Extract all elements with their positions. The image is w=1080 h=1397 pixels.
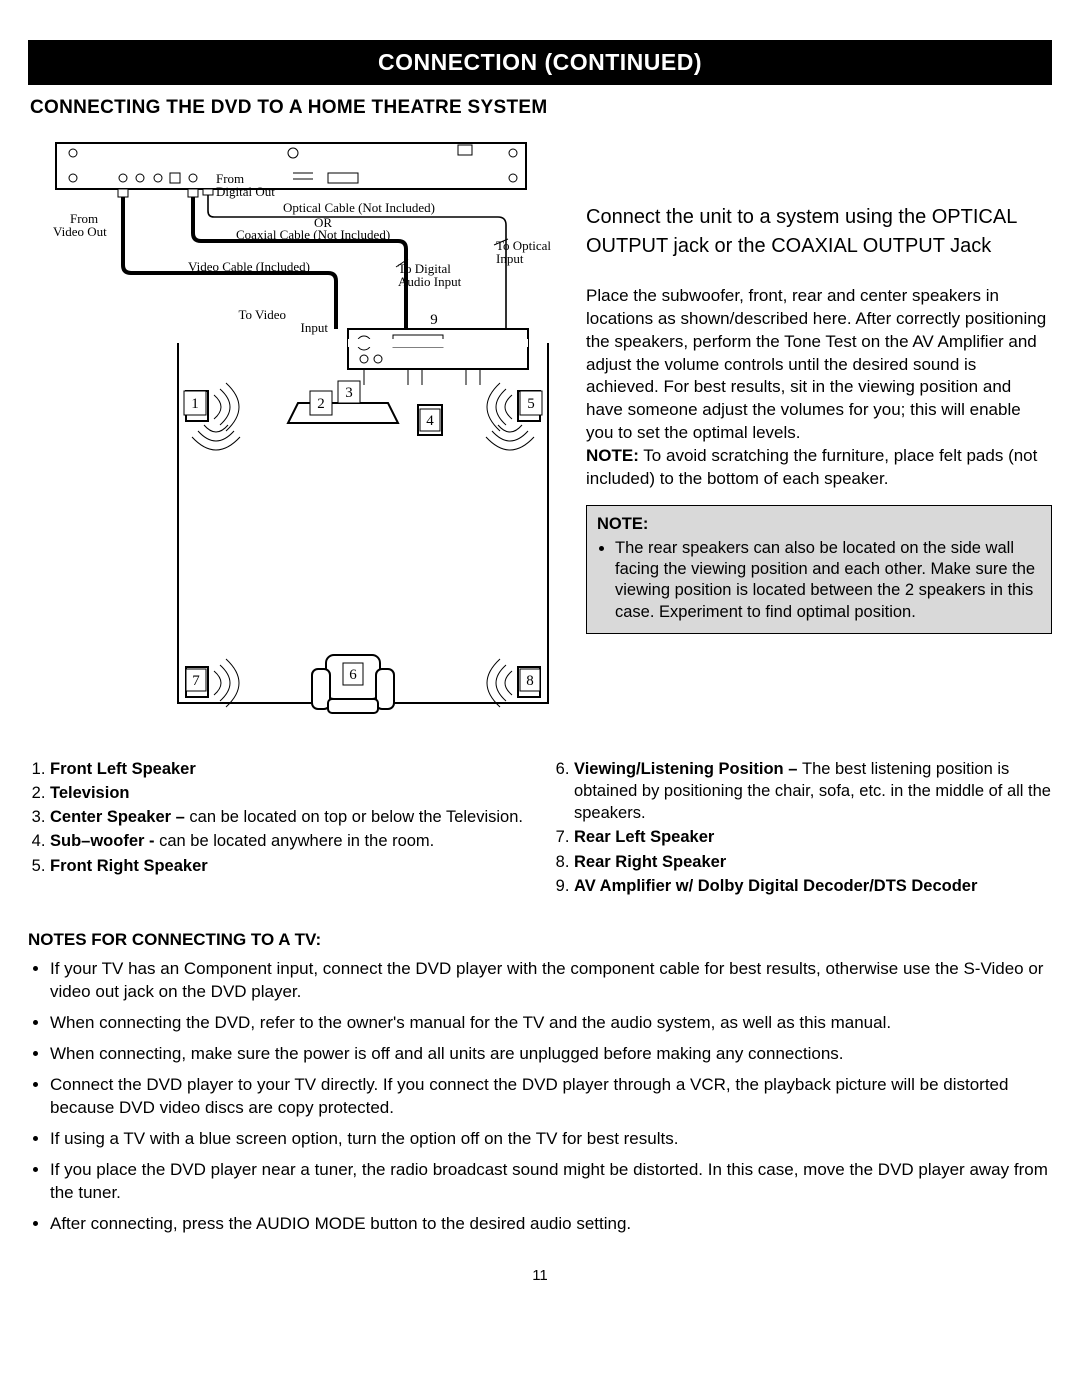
- legend-item-rest: can be located anywhere in the room.: [159, 832, 434, 850]
- placement-note-body: To avoid scratching the furniture, place…: [586, 446, 1037, 488]
- num-4: 4: [426, 413, 434, 429]
- label-to-optical-2: Input: [496, 251, 524, 266]
- intro-text: Connect the unit to a system using the O…: [586, 203, 1052, 261]
- tv-notes-list: If your TV has an Component input, conne…: [28, 958, 1052, 1235]
- label-to-video-2: Input: [301, 320, 329, 335]
- note-box-bullet: The rear speakers can also be located on…: [615, 538, 1041, 624]
- legend-item: Center Speaker – can be located on top o…: [50, 806, 528, 828]
- placement-note-label: NOTE:: [586, 446, 639, 465]
- room-outline-icon: [178, 343, 548, 703]
- legend-item: Sub–woofer - can be located anywhere in …: [50, 830, 528, 852]
- legend-item-bold: Rear Right Speaker: [574, 853, 726, 871]
- tv-note-item: If you place the DVD player near a tuner…: [50, 1159, 1052, 1205]
- num-9: 9: [430, 312, 438, 328]
- page-header-bar: CONNECTION (CONTINUED): [28, 40, 1052, 85]
- legend-item-bold: Rear Left Speaker: [574, 828, 714, 846]
- amplifier-icon: [348, 329, 528, 369]
- page-number: 11: [28, 1266, 1052, 1286]
- optical-connector-icon: [203, 189, 213, 195]
- note-box-label: NOTE:: [597, 515, 648, 533]
- placement-body: Place the subwoofer, front, rear and cen…: [586, 286, 1046, 443]
- num-1: 1: [191, 396, 199, 412]
- room-gap: [348, 339, 528, 347]
- label-coaxial-cable: Coaxial Cable (Not Included): [236, 227, 390, 242]
- legend-item-rest: can be located on top or below the Telev…: [189, 808, 523, 826]
- label-optical-cable: Optical Cable (Not Included): [283, 200, 435, 215]
- tv-note-item: If your TV has an Component input, conne…: [50, 958, 1052, 1004]
- num-5: 5: [527, 396, 535, 412]
- legend-item: Rear Right Speaker: [574, 851, 1052, 873]
- tv-note-item: After connecting, press the AUDIO MODE b…: [50, 1213, 1052, 1236]
- legend-item-bold: Viewing/Listening Position –: [574, 760, 802, 778]
- tv-note-item: When connecting the DVD, refer to the ow…: [50, 1012, 1052, 1035]
- label-to-digital-2: Audio Input: [398, 274, 462, 289]
- page-subtitle: CONNECTING THE DVD TO A HOME THEATRE SYS…: [30, 95, 1052, 121]
- legend-item: Rear Left Speaker: [574, 826, 1052, 848]
- num-8: 8: [526, 673, 534, 689]
- legend-item-bold: Sub–woofer -: [50, 832, 159, 850]
- top-row: From Digital Out Optical Cable (Not Incl…: [28, 133, 1052, 740]
- legend-row: Front Left Speaker Television Center Speak…: [28, 758, 1052, 900]
- coax-connector-icon: [188, 189, 198, 197]
- legend-item: Viewing/Listening Position – The best li…: [574, 758, 1052, 825]
- diagram-column: From Digital Out Optical Cable (Not Incl…: [28, 133, 568, 740]
- legend-item: Television: [50, 782, 528, 804]
- legend-item-bold: Front Right Speaker: [50, 857, 208, 875]
- num-3: 3: [345, 385, 353, 401]
- legend-left: Front Left Speaker Television Center Speak…: [28, 758, 528, 900]
- video-connector-icon: [118, 189, 128, 197]
- legend-item: Front Left Speaker: [50, 758, 528, 780]
- tv-notes-title: NOTES FOR CONNECTING TO A TV:: [28, 929, 1052, 952]
- num-7: 7: [192, 673, 200, 689]
- legend-item: AV Amplifier w/ Dolby Digital Decoder/DT…: [574, 875, 1052, 897]
- legend-right: Viewing/Listening Position – The best li…: [552, 758, 1052, 900]
- tv-note-item: Connect the DVD player to your TV direct…: [50, 1074, 1052, 1120]
- legend-item-bold: Front Left Speaker: [50, 760, 196, 778]
- connection-diagram: From Digital Out Optical Cable (Not Incl…: [28, 133, 558, 733]
- placement-text: Place the subwoofer, front, rear and cen…: [586, 285, 1052, 491]
- legend-item-bold: Center Speaker –: [50, 808, 189, 826]
- label-from-digital-out-2: Digital Out: [216, 184, 275, 199]
- right-text-column: Connect the unit to a system using the O…: [586, 133, 1052, 740]
- tv-note-item: When connecting, make sure the power is …: [50, 1043, 1052, 1066]
- num-2: 2: [317, 396, 325, 412]
- label-to-video-1: To Video: [238, 307, 286, 322]
- note-box: NOTE: The rear speakers can also be loca…: [586, 505, 1052, 634]
- dvd-player-icon: [56, 143, 526, 189]
- num-6: 6: [349, 667, 357, 683]
- tv-note-item: If using a TV with a blue screen option,…: [50, 1128, 1052, 1151]
- label-from-video-out-2: Video Out: [53, 224, 107, 239]
- legend-item: Front Right Speaker: [50, 855, 528, 877]
- legend-item-bold: Television: [50, 784, 129, 802]
- label-video-cable: Video Cable (Included): [188, 259, 310, 274]
- legend-item-bold: AV Amplifier w/ Dolby Digital Decoder/DT…: [574, 877, 977, 895]
